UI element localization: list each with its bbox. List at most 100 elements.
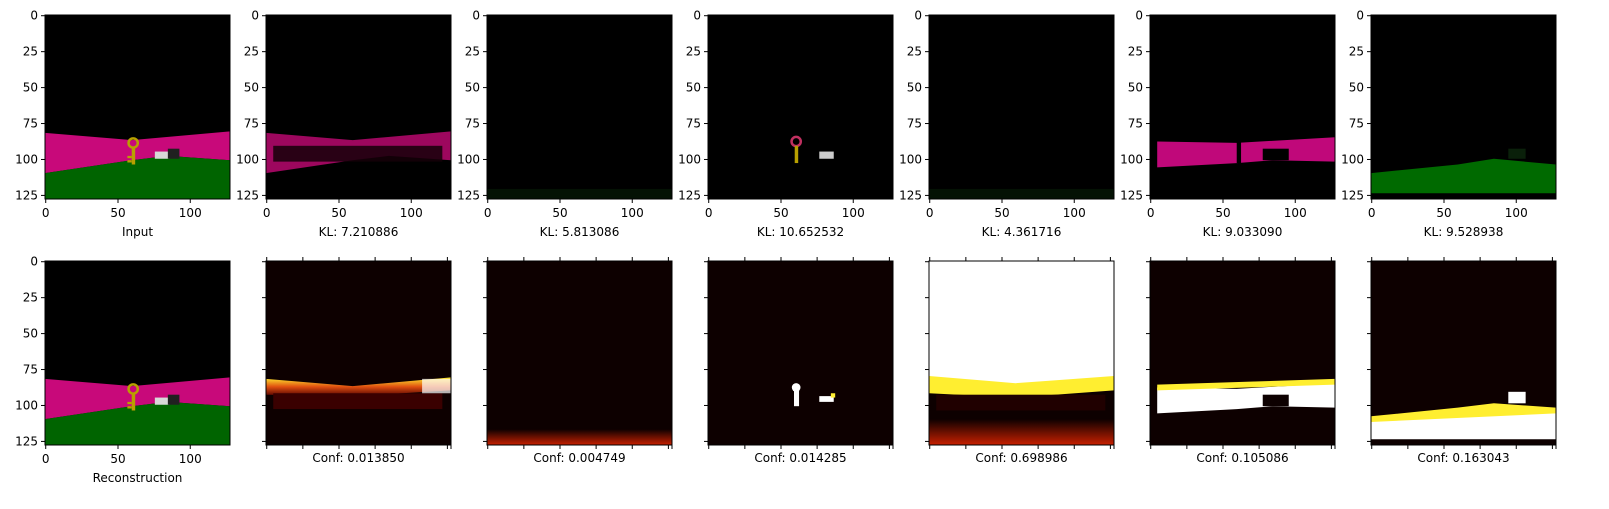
- y-tick-label: 0: [914, 9, 922, 23]
- pink-wall: [45, 131, 230, 174]
- hot-bottom: [487, 429, 672, 445]
- axes-frame: [1370, 260, 1557, 446]
- y-tick-label: 25: [907, 45, 922, 59]
- key-tooth: [127, 160, 132, 163]
- y-tick-label: 125: [899, 188, 922, 202]
- x-tick-label: 100: [179, 452, 202, 466]
- panel-image: [266, 15, 451, 199]
- hot-sky: [929, 261, 1114, 387]
- panel-0-5: 0 50 100 0 25 50 75 100 125 KL: 9.033090: [1120, 9, 1336, 239]
- panel-1-3: Conf: 0.014285: [704, 257, 894, 465]
- background: [708, 261, 893, 445]
- panel-label: Conf: 0.163043: [1417, 451, 1509, 465]
- bright-spot: [422, 378, 451, 394]
- background: [266, 15, 451, 199]
- panel-image: [1371, 15, 1556, 199]
- y-tick-label: 25: [244, 45, 259, 59]
- y-tick-label: 0: [30, 255, 38, 269]
- key-shaft: [794, 145, 799, 164]
- panel-label: Reconstruction: [93, 471, 183, 485]
- dark-band: [936, 394, 1106, 411]
- y-tick-label: 0: [251, 9, 259, 23]
- dark-patch: [1508, 148, 1526, 159]
- key-heat-shaft: [793, 390, 800, 407]
- y-tick-label: 75: [465, 117, 480, 131]
- y-tick-label: 75: [907, 117, 922, 131]
- wall-gap: [1236, 141, 1242, 164]
- panel-image: [708, 15, 893, 199]
- axes-frame: [928, 260, 1115, 446]
- box-hole: [1262, 394, 1289, 407]
- y-tick-label: 125: [678, 188, 701, 202]
- panel-0-4: 0 50 100 0 25 50 75 100 125 KL: 4.361716: [899, 9, 1115, 239]
- grey-box: [154, 397, 170, 405]
- axes-frame: [265, 14, 452, 200]
- panel-image: [1371, 261, 1556, 445]
- y-tick-label: 25: [23, 45, 38, 59]
- panel-label: Conf: 0.013850: [312, 451, 404, 465]
- x-tick-label: 50: [1215, 206, 1230, 220]
- y-tick-label: 75: [1128, 117, 1143, 131]
- x-tick-label: 100: [1505, 206, 1528, 220]
- y-tick-label: 125: [15, 188, 38, 202]
- y-tick-label: 100: [15, 398, 38, 412]
- box-heat: [819, 396, 834, 402]
- faint-floor: [487, 188, 672, 199]
- panel-image: [45, 15, 230, 199]
- y-tick-label: 0: [1135, 9, 1143, 23]
- panel-0-3: 0 50 100 0 25 50 75 100 125 KL: 10.652532: [678, 9, 894, 239]
- panel-0-6: 0 50 100 0 25 50 75 100 125 KL: 9.528938: [1341, 9, 1557, 239]
- x-tick-label: 50: [331, 206, 346, 220]
- panel-0-0: 0 50 100 0 25 50 75 100 125 Input: [15, 9, 231, 239]
- key-tooth: [127, 406, 132, 409]
- key-shaft: [131, 393, 136, 411]
- x-tick-label: 0: [1368, 206, 1376, 220]
- background: [1150, 261, 1335, 445]
- panel-image: [708, 261, 893, 445]
- key-tooth: [127, 401, 132, 405]
- key-shaft: [131, 147, 136, 165]
- y-tick-label: 50: [465, 81, 480, 95]
- panel-image: [929, 261, 1114, 445]
- dark-box: [167, 394, 180, 405]
- y-tick-label: 50: [686, 81, 701, 95]
- y-tick-label: 50: [23, 81, 38, 95]
- y-tick-label: 125: [15, 434, 38, 448]
- background: [266, 261, 451, 445]
- panel-1-5: Conf: 0.105086: [1146, 257, 1336, 465]
- y-tick-label: 125: [1341, 188, 1364, 202]
- hot-edge: [266, 377, 451, 397]
- panel-image: [487, 261, 672, 445]
- y-tick-label: 50: [244, 81, 259, 95]
- hot-edge: [1157, 378, 1335, 391]
- pink-wall: [1157, 137, 1335, 168]
- panel-image: [1150, 15, 1335, 199]
- hot-edge: [929, 376, 1114, 398]
- x-tick-label: 0: [42, 206, 50, 220]
- x-tick-label: 50: [773, 206, 788, 220]
- y-tick-label: 25: [1128, 45, 1143, 59]
- y-tick-label: 50: [23, 327, 38, 341]
- panel-1-2: Conf: 0.004749: [483, 257, 673, 465]
- panel-0-1: 0 50 100 0 25 50 75 100 125 KL: 7.210886: [236, 9, 452, 239]
- x-tick-label: 0: [705, 206, 713, 220]
- hot-edge: [1371, 403, 1556, 422]
- x-tick-label: 100: [621, 206, 644, 220]
- panel-label: KL: 4.361716: [982, 225, 1062, 239]
- x-tick-label: 100: [1284, 206, 1307, 220]
- y-tick-label: 50: [1128, 81, 1143, 95]
- x-tick-label: 0: [42, 452, 50, 466]
- panel-label: Conf: 0.004749: [533, 451, 625, 465]
- panel-label: Conf: 0.105086: [1196, 451, 1288, 465]
- y-tick-label: 125: [1120, 188, 1143, 202]
- axes-frame: [707, 14, 894, 200]
- y-tick-label: 100: [1120, 152, 1143, 166]
- x-tick-label: 50: [552, 206, 567, 220]
- axes-frame: [928, 14, 1115, 200]
- x-tick-label: 100: [400, 206, 423, 220]
- y-tick-label: 100: [1341, 152, 1364, 166]
- axes-frame: [44, 14, 231, 200]
- grey-box: [819, 151, 834, 159]
- dark-band: [273, 145, 443, 162]
